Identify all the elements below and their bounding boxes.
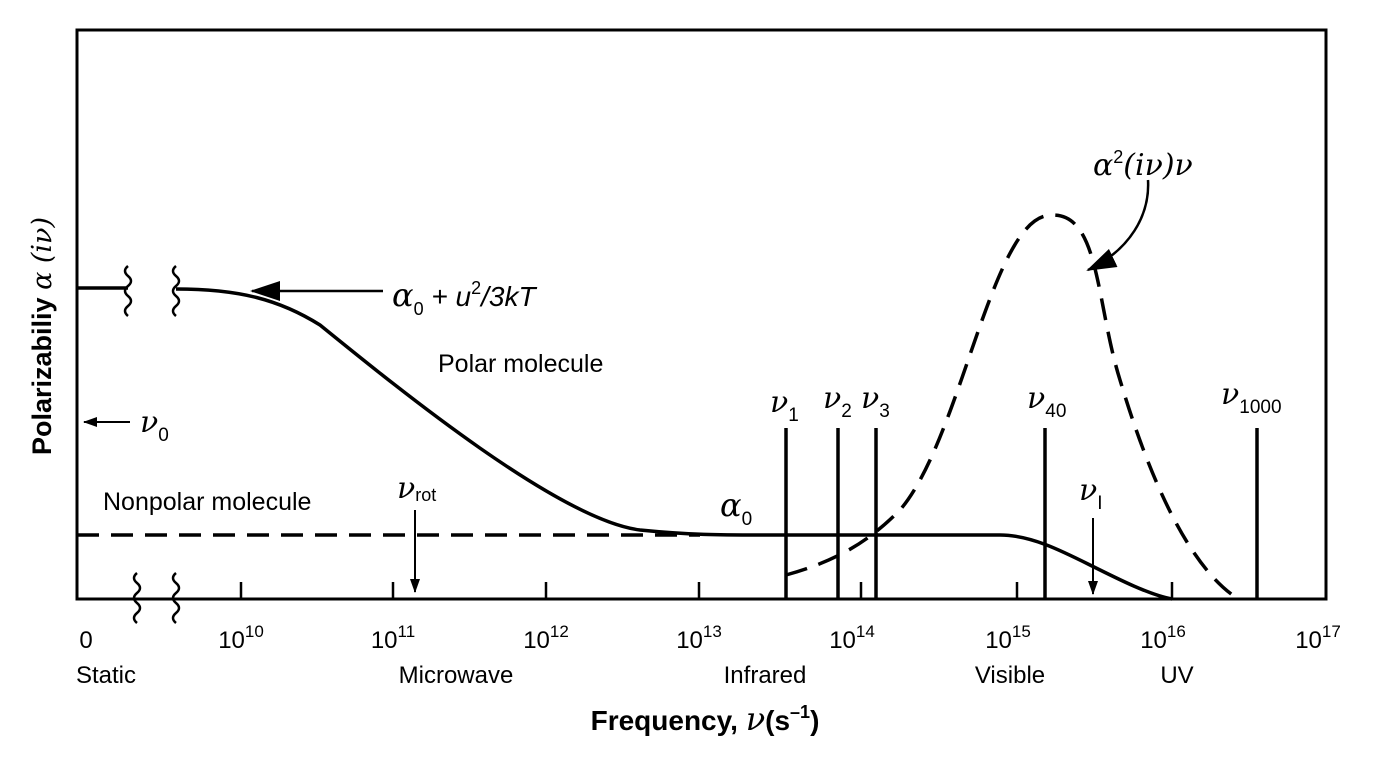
x-tick-label-0: 0 (79, 627, 92, 654)
y-axis-symbol: α (iν) (27, 217, 58, 290)
polar-molecule-label: Polar molecule (438, 350, 603, 378)
x-tick-label-1e11: 1011 (371, 622, 415, 654)
x-tick-label-1e15: 1015 (985, 622, 1031, 654)
nurot-label: νrot (397, 471, 436, 506)
region-microwave: Microwave (399, 662, 514, 689)
x-tick-label-1e13: 1013 (676, 622, 722, 654)
x-tick-labels: 0 1010 1011 1012 1013 1014 1015 1016 101… (79, 622, 1340, 654)
nu0-label: ν0 (140, 405, 169, 446)
axis-break-top (123, 265, 181, 317)
region-infrared: Infrared (724, 662, 807, 689)
region-visible: Visible (975, 662, 1045, 689)
axis-break-bottom (132, 572, 181, 624)
plot-frame (75, 28, 1328, 601)
polar-curve (175, 287, 1173, 601)
x-tick-label-1e14: 1014 (829, 622, 875, 654)
nuI-label: νI (1079, 473, 1103, 514)
dashed-formula-arrow (1086, 179, 1150, 272)
x-tick-label-1e17: 1017 (1295, 622, 1341, 654)
static-formula-label: α0 + u2/3kT (392, 276, 537, 319)
nu1-label: ν1 (770, 385, 799, 426)
alpha0-label: α0 (720, 486, 752, 530)
nu2-label: ν2 (823, 381, 852, 422)
x-tick-label-1e12: 1012 (523, 622, 569, 654)
alpha-squared-dashed-curve (785, 213, 1241, 602)
region-uv: UV (1160, 662, 1193, 689)
dashed-curve-formula: α2(iν)ν (1093, 147, 1193, 183)
region-labels: Static Microwave Infrared Visible UV (76, 662, 1194, 689)
frequency-lines (784, 428, 1259, 599)
y-axis-label: Polarizabiliy α (iν) (27, 217, 58, 455)
region-static: Static (76, 662, 136, 689)
frequency-line-labels: ν1 ν2 ν3 ν40 ν1000 (770, 377, 1282, 426)
x-axis-title: Frequency, ν(s–1) (591, 700, 820, 738)
nu1000-label: ν1000 (1221, 377, 1282, 418)
nu3-label: ν3 (861, 381, 890, 422)
nonpolar-molecule-label: Nonpolar molecule (103, 488, 311, 516)
x-tick-label-1e16: 1016 (1140, 622, 1186, 654)
x-axis-ticks (239, 582, 1174, 599)
nu40-label: ν40 (1027, 381, 1066, 422)
x-tick-label-1e10: 1010 (218, 622, 264, 654)
